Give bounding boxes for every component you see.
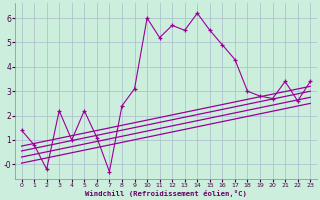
X-axis label: Windchill (Refroidissement éolien,°C): Windchill (Refroidissement éolien,°C) (85, 190, 247, 197)
